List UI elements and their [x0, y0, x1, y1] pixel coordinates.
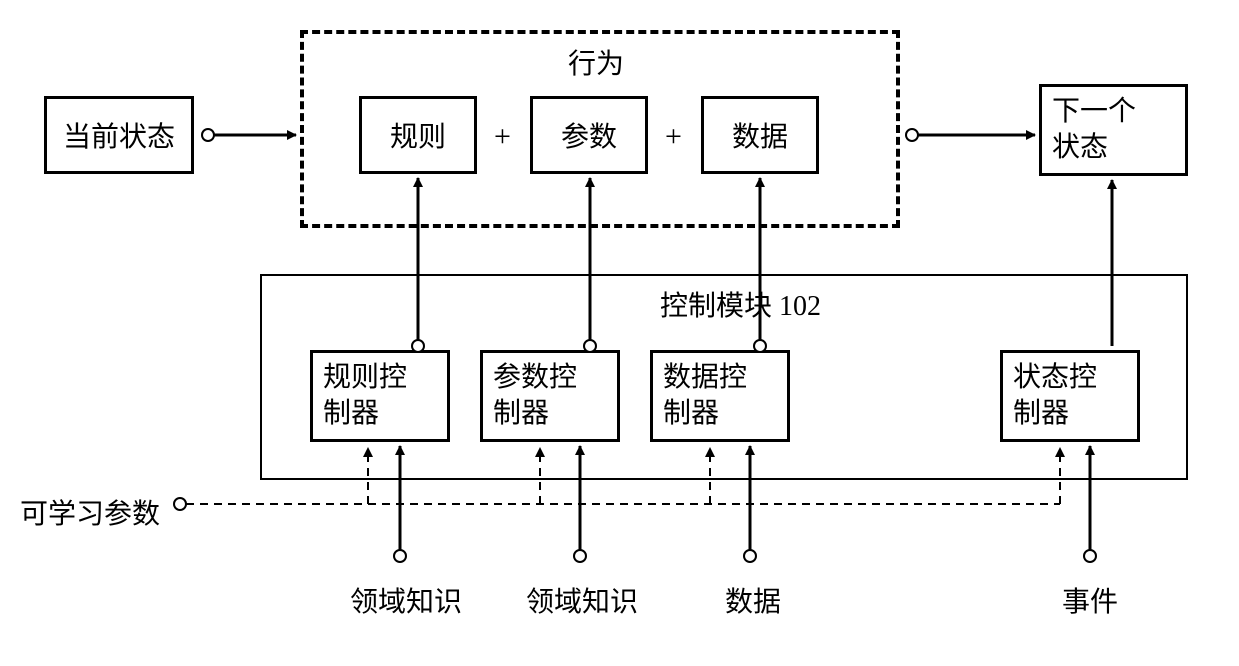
next-state-box: 下一个 状态	[1039, 84, 1188, 176]
plus-2: +	[665, 120, 682, 154]
rule-ctrl-box: 规则控 制器	[310, 350, 450, 442]
domain1-label: 领域知识	[350, 580, 462, 620]
state-ctrl-box: 状态控 制器	[1000, 350, 1140, 442]
data-in-label: 数据	[725, 580, 781, 620]
data-ctrl-label: 数据控 制器	[663, 360, 747, 433]
current-state-box: 当前状态	[44, 96, 194, 174]
event-label: 事件	[1062, 580, 1118, 620]
param-ctrl-label: 参数控 制器	[493, 360, 577, 433]
params-label: 参数	[561, 115, 617, 155]
plus-1: +	[494, 120, 511, 154]
param-ctrl-box: 参数控 制器	[480, 350, 620, 442]
state-ctrl-label: 状态控 制器	[1013, 360, 1097, 433]
rule-ctrl-label: 规则控 制器	[323, 360, 407, 433]
rules-box: 规则	[359, 96, 477, 174]
params-box: 参数	[530, 96, 648, 174]
data-ctrl-box: 数据控 制器	[650, 350, 790, 442]
next-state-label: 下一个 状态	[1052, 94, 1136, 167]
domain2-label: 领域知识	[526, 580, 638, 620]
rules-label: 规则	[390, 115, 446, 155]
learnable-label: 可学习参数	[20, 492, 160, 532]
data-box: 数据	[701, 96, 819, 174]
current-state-label: 当前状态	[63, 115, 175, 155]
diagram-canvas: 行为 控制模块 102 当前状态 规则 参数 数据 下一个 状态 规则控 制器 …	[0, 0, 1239, 666]
behavior-title: 行为	[568, 42, 624, 82]
data-label: 数据	[732, 115, 788, 155]
control-title: 控制模块 102	[660, 284, 821, 324]
